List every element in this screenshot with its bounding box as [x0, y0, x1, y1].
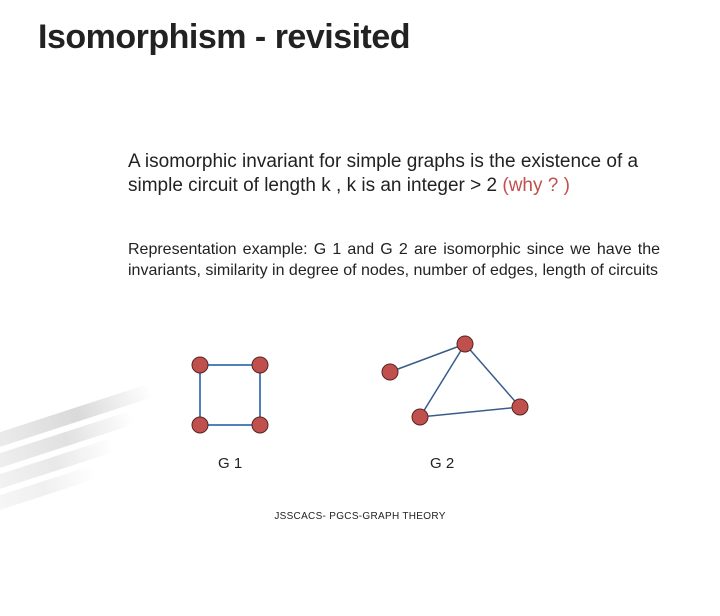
graph-g1-label: G 1 — [218, 455, 242, 472]
graph-g1 — [180, 345, 290, 455]
why-question: (why ? ) — [502, 175, 570, 196]
graph-g2-label: G 2 — [430, 455, 454, 472]
footer-text: JSSCACS- PGCS-GRAPH THEORY — [0, 511, 720, 522]
decorative-accent — [0, 384, 198, 616]
graph-g2 — [360, 332, 550, 442]
paragraph-invariant: A isomorphic invariant for simple graphs… — [128, 150, 660, 198]
paragraph-example: Representation example: G 1 and G 2 are … — [128, 240, 660, 282]
slide-title: Isomorphism - revisited — [38, 18, 410, 57]
